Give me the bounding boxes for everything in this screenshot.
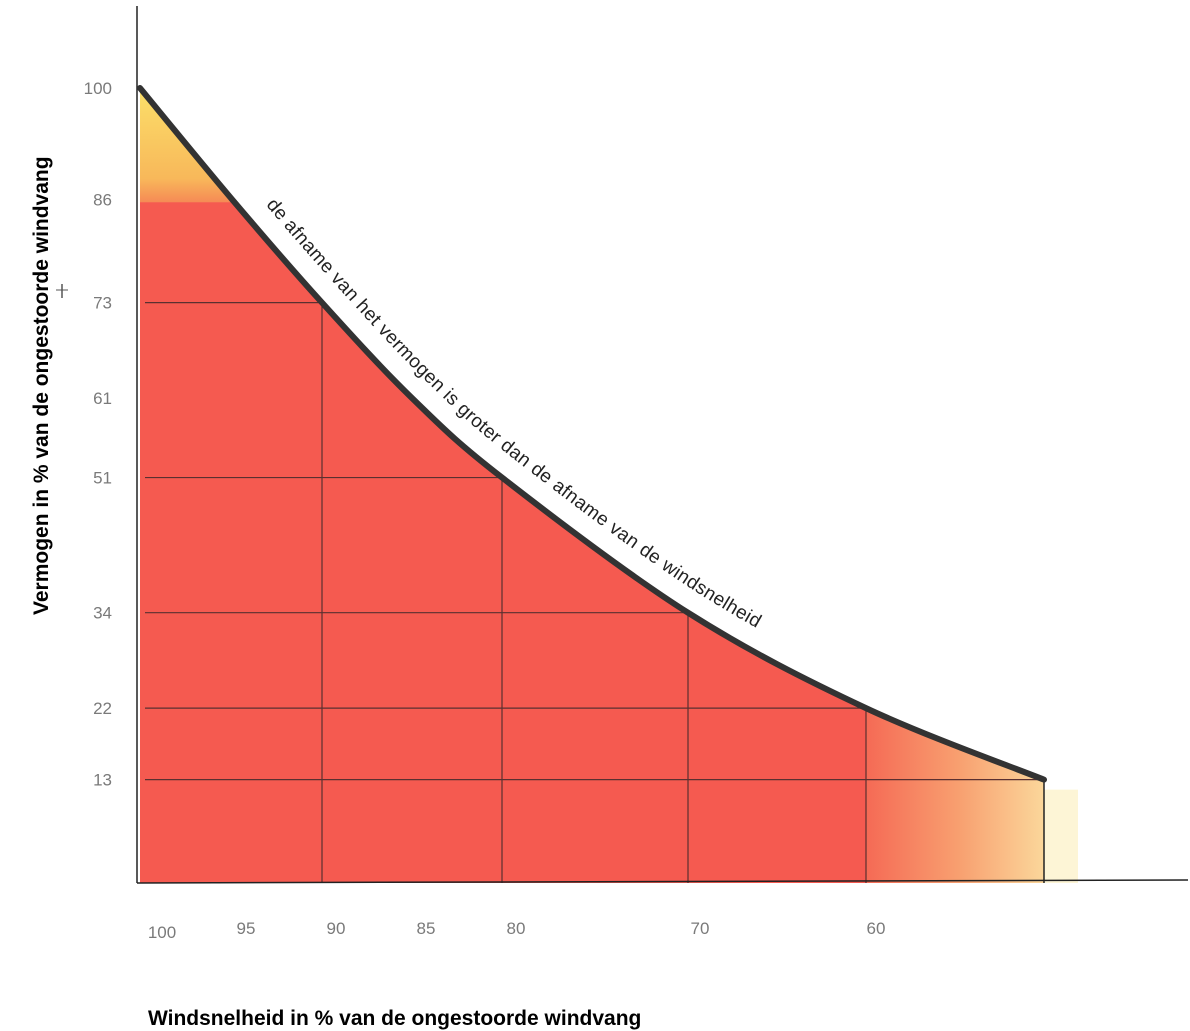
x-axis-line — [136, 879, 1189, 884]
power-curve — [137, 85, 1047, 783]
x-tick-label: 85 — [417, 919, 436, 938]
y-tick-label: 13 — [93, 771, 112, 790]
y-axis-title: Vermogen in % van de ongestoorde windvan… — [30, 156, 53, 615]
y-tick-label: 73 — [93, 294, 112, 313]
axes — [136, 6, 1189, 884]
y-tick-label: 34 — [93, 604, 112, 623]
curve — [137, 85, 1047, 783]
y-tick-label: 22 — [93, 699, 112, 718]
x-tick-label: 80 — [507, 919, 526, 938]
tail-highlight — [866, 644, 1044, 883]
x-axis-title: Windsnelheid in % van de ongestoorde win… — [148, 1007, 641, 1030]
grid-lines — [145, 302, 1045, 883]
area-fill — [140, 88, 1044, 883]
y-tick-label: 86 — [93, 190, 112, 209]
x-tick-labels: 100 95 90 85 80 70 60 — [148, 919, 886, 942]
x-tick-label: 100 — [148, 923, 176, 942]
y-tick-labels: 100 86 73 61 51 34 22 13 — [84, 79, 112, 790]
x-tick-label: 90 — [327, 919, 346, 938]
x-tick-label: 60 — [867, 919, 886, 938]
y-tick-label: 51 — [93, 469, 112, 488]
small-arrow-icon — [56, 284, 68, 298]
x-tick-label: 70 — [691, 919, 710, 938]
y-tick-label: 100 — [84, 79, 112, 98]
x-tick-label: 95 — [237, 919, 256, 938]
y-tick-label: 61 — [93, 389, 112, 408]
tail-fade — [1044, 789, 1078, 883]
